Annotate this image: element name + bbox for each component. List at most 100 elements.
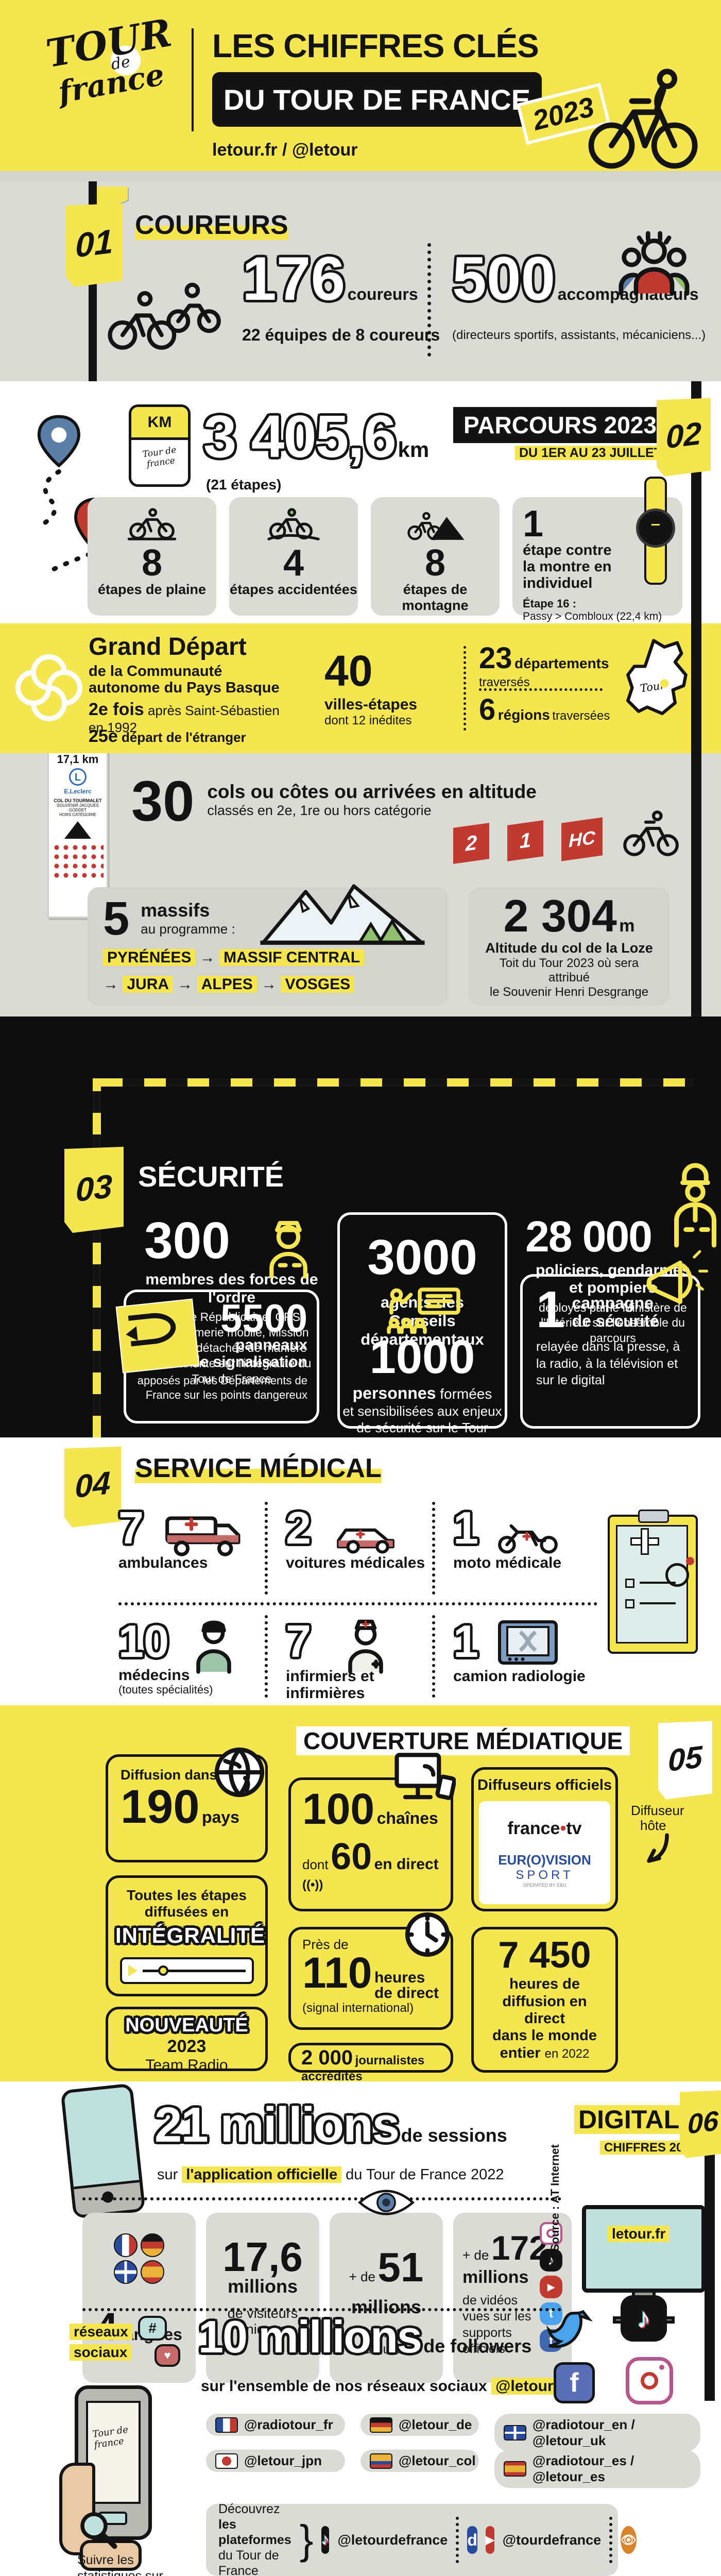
digital-title: DIGITAL xyxy=(574,2105,684,2134)
arrow-icon: → xyxy=(199,949,215,966)
handle-pill-uk[interactable]: @radiotour_en / @letour_uk xyxy=(494,2414,700,2452)
integralite-pre: Toutes les étapes xyxy=(127,1887,247,1903)
arrow-icon: → xyxy=(103,976,118,993)
section-02-tag: 02 xyxy=(657,394,711,478)
formes-count: 1000 xyxy=(369,1331,475,1383)
visites-label: de visites cumulées xyxy=(357,2325,415,2357)
fact1-text2: en 1992 xyxy=(89,720,137,735)
handle-text[interactable]: @letour_jpn xyxy=(244,2453,322,2468)
handle-text[interactable]: @letour_de xyxy=(399,2417,472,2432)
flag-uk-icon xyxy=(504,2425,526,2441)
loze-altitude: 2 304 xyxy=(503,890,617,941)
stage-count: (21 étapes) xyxy=(206,477,282,493)
medical-item-radiologie: 1 camion radiologie xyxy=(453,1615,597,1698)
sessions-sub-post: du Tour de France 2022 xyxy=(346,2166,504,2183)
player-slider-handle[interactable] xyxy=(158,1965,168,1976)
handle-pill-es[interactable]: @radiotour_es / @letour_es xyxy=(494,2450,700,2488)
medical-title: SERVICE MÉDICAL xyxy=(135,1453,382,1484)
platforms-divider xyxy=(609,2517,613,2563)
platforms-line1: Découvrez xyxy=(218,2502,280,2516)
section-03-number: 03 xyxy=(75,1167,113,1209)
handle-text[interactable]: @radiotour_fr xyxy=(244,2417,333,2432)
section-02-number: 02 xyxy=(666,415,701,455)
digital-divider1 xyxy=(82,2197,561,2200)
francetv-logo: france•tv xyxy=(507,1819,582,1838)
campagne-box: 1 campagne de sécurité relayée dans la p… xyxy=(520,1250,708,1429)
reseaux-label1: réseaux xyxy=(70,2324,132,2340)
staff-count: 500 xyxy=(452,244,556,313)
clipboard-illustration xyxy=(608,1510,698,1654)
loze-sub2: le Souvenir Henri Desgrange xyxy=(489,985,649,999)
stage16-note-title: Étape 16 : xyxy=(523,597,576,610)
handle-pill-jp[interactable]: @letour_jpn xyxy=(206,2450,345,2472)
loze-altitude-unit: m xyxy=(619,916,635,936)
curved-arrow-icon xyxy=(647,1833,669,1863)
handle-pill-co[interactable]: @letour_col xyxy=(360,2450,479,2472)
visites-count: 51 xyxy=(377,2244,424,2290)
flag-co-icon xyxy=(370,2453,392,2469)
item-label: moto médicale xyxy=(453,1554,562,1571)
digital-title-text: DIGITAL xyxy=(574,2105,684,2134)
item-count: 2 xyxy=(286,1502,311,1553)
visiteurs-count: 17,6 xyxy=(222,2234,303,2280)
campagne-count: 1 xyxy=(536,1281,565,1338)
letourdefrance-handle[interactable]: @letourdefrance xyxy=(337,2532,448,2548)
peloton-icon xyxy=(108,282,221,350)
medical-title-text: SERVICE MÉDICAL xyxy=(135,1453,382,1483)
header-title-line1: LES CHIFFRES CLÉS xyxy=(212,27,539,64)
chaines-count: 100 xyxy=(302,1785,375,1833)
site-link[interactable]: letour.fr xyxy=(212,140,278,160)
visites-pre: + de xyxy=(349,2269,375,2284)
flag-de-icon xyxy=(141,2233,164,2257)
play-icon[interactable] xyxy=(128,1965,138,1977)
gendarme-icon xyxy=(674,1163,716,1248)
ambulance-icon xyxy=(165,1516,241,1556)
item-label: camion radiologie xyxy=(453,1668,586,1685)
item-label: voitures médicales xyxy=(286,1554,425,1571)
flag-es-icon xyxy=(141,2260,164,2284)
regions-sub: traversées xyxy=(552,709,610,723)
handle-text[interactable]: @radiotour_en / @letour_uk xyxy=(533,2417,635,2448)
letourfr-screen-link[interactable]: letour.fr xyxy=(608,2226,670,2242)
handle-pill-fr[interactable]: @radiotour_fr xyxy=(206,2414,345,2436)
letour-handle[interactable]: @letour xyxy=(491,2378,558,2395)
item-count: 1 xyxy=(453,1502,478,1553)
integralite-card: Toutes les étapes diffusées en INTÉGRALI… xyxy=(106,1875,268,1996)
forces-label1: membres des forces de xyxy=(145,1271,318,1288)
handle-text[interactable]: @letour_col xyxy=(399,2453,476,2468)
player-bar[interactable] xyxy=(119,1957,254,1985)
eye-icon xyxy=(358,2190,415,2215)
header: TOUR de france LES CHIFFRES CLÉS DU TOUR… xyxy=(0,0,721,181)
flag-pennant xyxy=(97,187,128,213)
parcours-dates: DU 1ER AU 23 JUILLET xyxy=(515,446,666,461)
riders-count: 176 xyxy=(242,244,346,313)
youtube-icon: ▶ xyxy=(485,2526,494,2554)
item-count: 1 xyxy=(453,1616,478,1667)
francetv-logo-tv: tv xyxy=(566,1819,582,1838)
journalistes-card: 2 000 journalistes accrédités xyxy=(288,2043,453,2081)
medical-item-moto: 1 moto médicale xyxy=(453,1502,597,1595)
grand-depart-subtitle: de la Communauté autonome du Pays Basque xyxy=(89,663,280,696)
tourdefrance-handle[interactable]: @tourdefrance xyxy=(502,2532,602,2548)
hashtag-bubble-icon: # xyxy=(138,2316,167,2341)
youtube-icon: ▶ xyxy=(540,2276,562,2298)
letour-handle-link[interactable]: @letour xyxy=(291,140,358,160)
handle-text[interactable]: @radiotour_es / @letour_es xyxy=(533,2453,634,2484)
diffuseurs-card: Diffuseurs officiels france•tv EUR(O)VIS… xyxy=(471,1767,618,1911)
chaines-label: chaînes xyxy=(376,1809,438,1827)
handle-pill-de[interactable]: @letour_de xyxy=(360,2414,479,2436)
cols-title: cols ou côtes ou arrivées en altitude xyxy=(207,781,537,802)
campagne-label1: campagne xyxy=(572,1294,654,1312)
followers-count: 10 millions xyxy=(198,2311,422,2362)
staff-sub: (directeurs sportifs, assistants, mécani… xyxy=(452,328,706,342)
weibo-icon: 👁 xyxy=(621,2526,637,2554)
pipe-right xyxy=(691,753,701,1016)
flat-stage-icon xyxy=(127,508,177,540)
massif-pyrenees: PYRÉNÉES xyxy=(103,949,196,966)
panneaux-label1: panneaux xyxy=(235,1336,307,1354)
flag-de-icon xyxy=(370,2417,392,2433)
platforms-divider xyxy=(456,2517,459,2563)
diffuseur-hote-label2: hôte xyxy=(640,1817,666,1833)
panneaux-label2: de signalisation xyxy=(191,1353,307,1371)
direct-label: en direct xyxy=(374,1856,439,1873)
